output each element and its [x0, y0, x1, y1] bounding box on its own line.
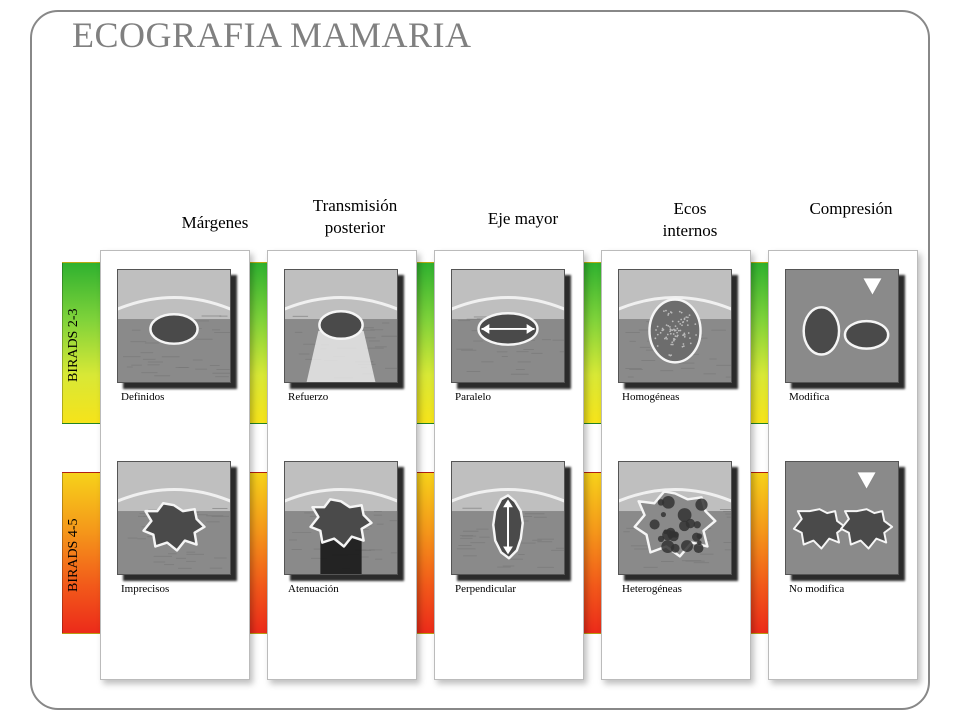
- col-header-compresion: Compresión: [786, 198, 916, 220]
- card-eje: Paralelo Perpendicular: [434, 250, 584, 680]
- card-margenes: Definidos Imprecisos: [100, 250, 250, 680]
- card-ecos: Homogéneas Heterogéneas: [601, 250, 751, 680]
- tile-margenes-bottom: [117, 461, 231, 575]
- col-header-transmision: Transmisiónposterior: [290, 195, 420, 239]
- tile-transmision-bottom: [284, 461, 398, 575]
- col-header-margenes: Márgenes: [150, 212, 280, 234]
- tile-label-compresion-bottom: No modifica: [789, 583, 844, 595]
- col-header-eje: Eje mayor: [458, 208, 588, 230]
- tile-ecos-top: [618, 269, 732, 383]
- tile-label-margenes-top: Definidos: [121, 391, 164, 403]
- tile-margenes-top: [117, 269, 231, 383]
- card-compresion: Modifica No modifica: [768, 250, 918, 680]
- birads-label-bottom: BIRADS 4-5: [66, 510, 86, 600]
- card-transmision: Refuerzo Atenuación: [267, 250, 417, 680]
- page-title: ECOGRAFIA MAMARIA: [72, 14, 472, 56]
- tile-label-transmision-bottom: Atenuación: [288, 583, 339, 595]
- tile-label-eje-top: Paralelo: [455, 391, 491, 403]
- tile-ecos-bottom: [618, 461, 732, 575]
- tile-eje-top: [451, 269, 565, 383]
- tile-transmision-top: [284, 269, 398, 383]
- tile-label-eje-bottom: Perpendicular: [455, 583, 516, 595]
- col-header-ecos: Ecosinternos: [625, 198, 755, 242]
- tile-label-compresion-top: Modifica: [789, 391, 829, 403]
- tile-label-margenes-bottom: Imprecisos: [121, 583, 169, 595]
- tile-eje-bottom: [451, 461, 565, 575]
- tile-label-ecos-top: Homogéneas: [622, 391, 679, 403]
- tile-compresion-top: [785, 269, 899, 383]
- tile-label-ecos-bottom: Heterogéneas: [622, 583, 682, 595]
- birads-label-top: BIRADS 2-3: [66, 300, 86, 390]
- tile-label-transmision-top: Refuerzo: [288, 391, 328, 403]
- tile-compresion-bottom: [785, 461, 899, 575]
